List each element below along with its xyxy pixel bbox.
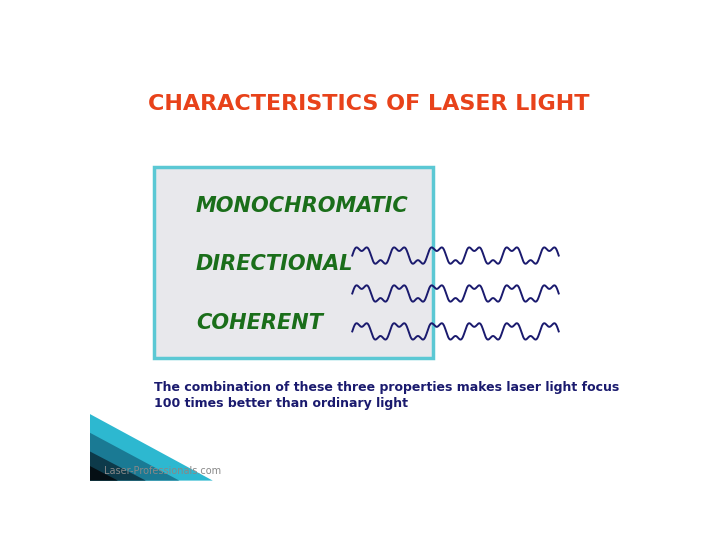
Text: COHERENT: COHERENT bbox=[196, 313, 323, 333]
FancyBboxPatch shape bbox=[154, 167, 433, 358]
Text: DIRECTIONAL: DIRECTIONAL bbox=[196, 254, 354, 274]
Polygon shape bbox=[90, 466, 118, 481]
Text: 100 times better than ordinary light: 100 times better than ordinary light bbox=[154, 397, 408, 410]
Polygon shape bbox=[90, 451, 145, 481]
Text: MONOCHROMATIC: MONOCHROMATIC bbox=[196, 196, 409, 216]
Text: CHARACTERISTICS OF LASER LIGHT: CHARACTERISTICS OF LASER LIGHT bbox=[148, 94, 590, 114]
Text: The combination of these three properties makes laser light focus: The combination of these three propertie… bbox=[154, 381, 619, 394]
Polygon shape bbox=[90, 433, 179, 481]
Polygon shape bbox=[90, 414, 213, 481]
Text: Laser-Professionals.com: Laser-Professionals.com bbox=[104, 467, 221, 476]
